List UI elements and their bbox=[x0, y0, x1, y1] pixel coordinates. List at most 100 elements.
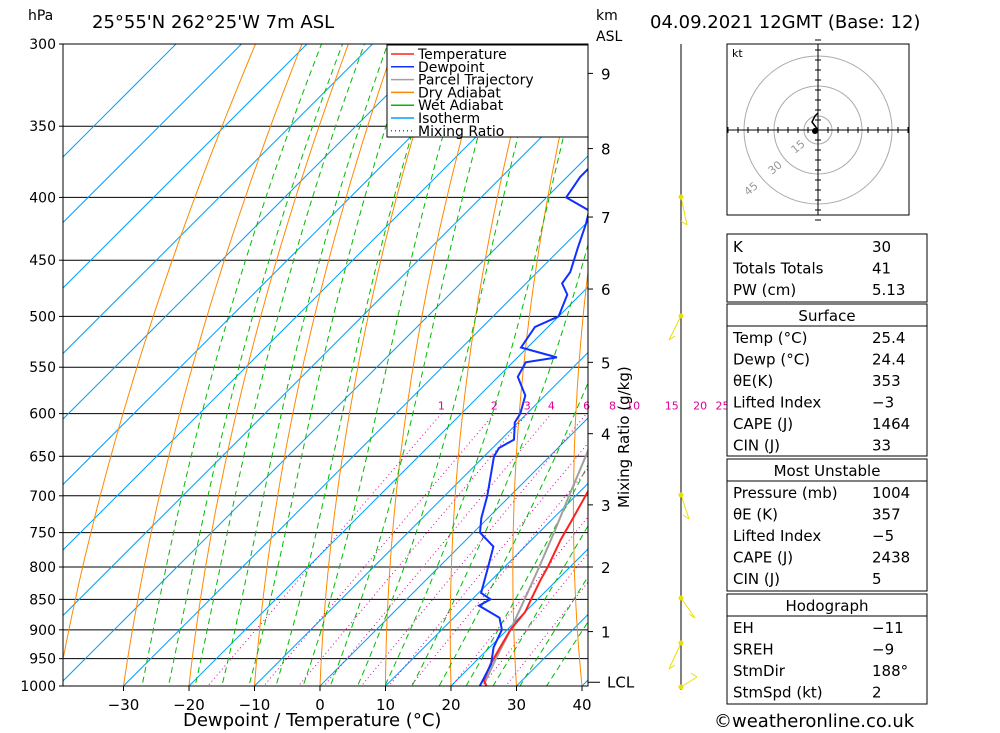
indices-row-label: PW (cm) bbox=[733, 281, 796, 299]
indices-row-label: Totals Totals bbox=[732, 260, 824, 278]
surface-row-value: 25.4 bbox=[872, 329, 905, 347]
dewpoint-line bbox=[476, 167, 588, 686]
wet-adiabat-line bbox=[302, 44, 471, 686]
surface-row-label: Dewp (°C) bbox=[733, 351, 810, 369]
most-unstable-table: Most Unstable Pressure (mb) 1004 θE (K) 357… bbox=[726, 458, 928, 592]
legend-label: Parcel Trajectory bbox=[418, 73, 534, 89]
skewt-profiles bbox=[476, 167, 588, 686]
pressure-tick-label: 700 bbox=[29, 489, 56, 505]
wind-barb bbox=[680, 676, 698, 688]
storm-motion-marker bbox=[812, 128, 818, 134]
surface-row-value: 24.4 bbox=[872, 351, 905, 369]
temp-tick-label: 40 bbox=[572, 696, 591, 714]
hodograph-row-label: StmSpd (kt) bbox=[733, 684, 823, 702]
temp-tick-label: 0 bbox=[315, 696, 325, 714]
skewt-grid bbox=[63, 7, 1000, 712]
asl-label: ASL bbox=[596, 29, 622, 45]
indices-table: K 30 Totals Totals 41 PW (cm) 5.13 bbox=[726, 233, 928, 303]
legend-label: Wet Adiabat bbox=[418, 98, 504, 114]
mixing-ratio-label: 2 bbox=[491, 400, 498, 413]
pressure-tick-label: 950 bbox=[29, 652, 56, 668]
indices-row-value: 41 bbox=[872, 260, 891, 278]
dry-adiabat-line bbox=[122, 44, 303, 686]
dry-adiabat-line bbox=[319, 44, 442, 686]
dry-adiabat-line bbox=[512, 44, 582, 686]
mixing-ratio-line bbox=[451, 516, 588, 686]
pressure-tick-label: 550 bbox=[29, 360, 56, 376]
x-axis-title: Dewpoint / Temperature (°C) bbox=[183, 710, 441, 731]
wind-barb-profile bbox=[668, 44, 698, 690]
hodograph-row-value: −11 bbox=[872, 619, 904, 637]
km-tick-label: 3 bbox=[601, 497, 611, 515]
most-unstable-row-label: θE (K) bbox=[733, 506, 778, 524]
dry-adiabat-line bbox=[188, 44, 349, 686]
mixing-ratio-line bbox=[323, 413, 552, 686]
wind-barb bbox=[668, 315, 682, 341]
indices-row-value: 30 bbox=[872, 238, 891, 256]
most-unstable-row-label: CAPE (J) bbox=[733, 549, 793, 567]
mixing-ratio-line bbox=[410, 467, 588, 686]
mixing-ratio-label: 15 bbox=[665, 400, 679, 413]
isotherm-line bbox=[319, 417, 588, 686]
isotherm-line bbox=[63, 44, 243, 224]
surface-table: Surface Temp (°C) 25.4 Dewp (°C) 24.4 θE(K) 3… bbox=[726, 303, 928, 457]
temp-tick-label: 10 bbox=[376, 696, 395, 714]
pressure-tick-label: 900 bbox=[29, 623, 56, 639]
legend-label: Isotherm bbox=[418, 111, 480, 127]
wind-barb-flag bbox=[682, 514, 690, 520]
wet-adiabat-line bbox=[438, 381, 588, 686]
pressure-tick-label: 750 bbox=[29, 526, 56, 542]
mixing-ratio-label: 25 bbox=[716, 400, 730, 413]
wet-adiabat-line bbox=[492, 524, 588, 686]
mixing-ratio-label: 4 bbox=[548, 400, 555, 413]
indices-row-label: K bbox=[733, 238, 744, 256]
isotherm-line bbox=[384, 482, 588, 686]
surface-row-label: Temp (°C) bbox=[732, 329, 807, 347]
mixing-ratio-label: 20 bbox=[693, 400, 707, 413]
most-unstable-row-value: 2438 bbox=[872, 549, 910, 567]
isotherm-line bbox=[188, 286, 588, 686]
km-unit-label: km bbox=[596, 8, 618, 24]
isotherm-line bbox=[253, 351, 588, 686]
temp-tick-label: 30 bbox=[507, 696, 526, 714]
most-unstable-row-label: Pressure (mb) bbox=[733, 484, 838, 502]
surface-row-label: CIN (J) bbox=[733, 437, 780, 455]
surface-title: Surface bbox=[798, 307, 855, 325]
dry-adiabat-line bbox=[63, 44, 257, 663]
dry-adiabat-line bbox=[449, 44, 535, 686]
datetime-title: 04.09.2021 12GMT (Base: 12) bbox=[650, 12, 920, 33]
mixing-ratio-label: 10 bbox=[626, 400, 640, 413]
wet-adiabat-line bbox=[167, 44, 344, 686]
mixing-ratio-line bbox=[481, 552, 588, 686]
dry-adiabat-line bbox=[950, 7, 1000, 712]
wind-barb-flag bbox=[668, 664, 676, 670]
wind-barb-flag bbox=[680, 220, 688, 226]
most-unstable-row-label: CIN (J) bbox=[733, 570, 780, 588]
legend-box bbox=[386, 44, 589, 138]
pressure-tick-label: 350 bbox=[29, 119, 56, 135]
wet-adiabat-line bbox=[546, 620, 588, 686]
temp-tick-label: −10 bbox=[239, 696, 271, 714]
wet-adiabat-line bbox=[194, 44, 366, 686]
plot-frame bbox=[62, 43, 589, 687]
most-unstable-row-value: 1004 bbox=[872, 484, 910, 502]
km-tick-label: 7 bbox=[601, 209, 611, 227]
surface-box bbox=[726, 303, 928, 457]
wind-barb-flag bbox=[688, 613, 696, 619]
surface-row-value: 353 bbox=[872, 372, 901, 390]
wind-barb bbox=[680, 196, 688, 226]
km-tick-label: 2 bbox=[601, 559, 611, 577]
hodograph-table-box bbox=[726, 593, 928, 705]
wet-adiabat-line bbox=[384, 44, 587, 686]
pressure-tick-label: 850 bbox=[29, 592, 56, 608]
pressure-tick-label: 1000 bbox=[20, 679, 56, 695]
most-unstable-row-value: 357 bbox=[872, 506, 901, 524]
km-tick-label: 4 bbox=[601, 426, 611, 444]
pressure-tick-label: 450 bbox=[29, 253, 56, 269]
mixing-ratio-labels: 1 2 3 4 6 8 10 15 20 25 bbox=[438, 400, 730, 413]
mixing-ratio-line bbox=[263, 413, 495, 686]
surface-row-value: −3 bbox=[872, 394, 894, 412]
